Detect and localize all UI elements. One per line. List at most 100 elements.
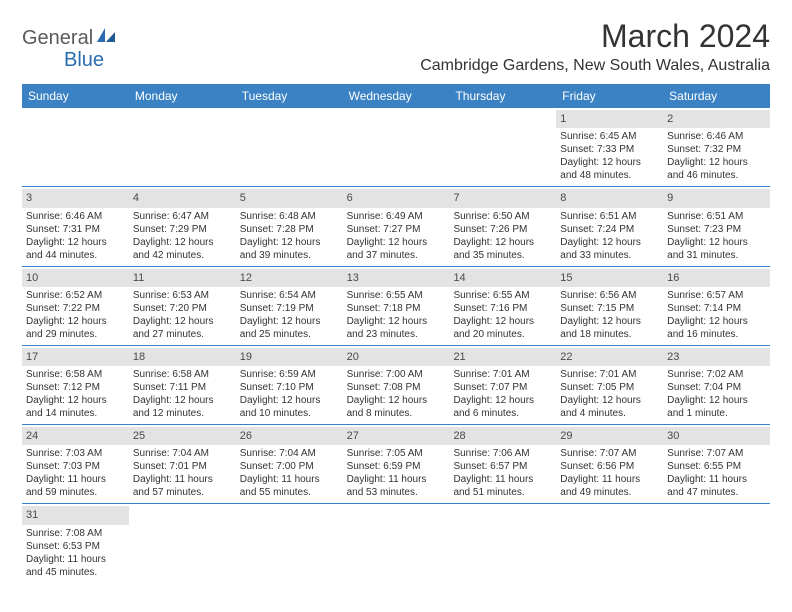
- calendar-empty-cell: [663, 504, 770, 582]
- sunset-text: Sunset: 7:10 PM: [240, 381, 339, 394]
- daylight-text: Daylight: 12 hours: [133, 315, 232, 328]
- day-number: 19: [236, 348, 343, 366]
- sunset-text: Sunset: 6:59 PM: [347, 460, 446, 473]
- sunset-text: Sunset: 7:11 PM: [133, 381, 232, 394]
- daylight-text: and 29 minutes.: [26, 328, 125, 341]
- daylight-text: Daylight: 11 hours: [133, 473, 232, 486]
- daylight-text: and 33 minutes.: [560, 249, 659, 262]
- daylight-text: and 46 minutes.: [667, 169, 766, 182]
- calendar-day-cell: 5Sunrise: 6:48 AMSunset: 7:28 PMDaylight…: [236, 187, 343, 265]
- calendar-day-cell: 6Sunrise: 6:49 AMSunset: 7:27 PMDaylight…: [343, 187, 450, 265]
- sunrise-text: Sunrise: 6:48 AM: [240, 210, 339, 223]
- calendar-week-row: 10Sunrise: 6:52 AMSunset: 7:22 PMDayligh…: [22, 267, 770, 346]
- calendar-day-cell: 24Sunrise: 7:03 AMSunset: 7:03 PMDayligh…: [22, 425, 129, 503]
- sunrise-text: Sunrise: 6:54 AM: [240, 289, 339, 302]
- calendar-week-row: 1Sunrise: 6:45 AMSunset: 7:33 PMDaylight…: [22, 108, 770, 187]
- sunrise-text: Sunrise: 6:46 AM: [667, 130, 766, 143]
- calendar-day-cell: 28Sunrise: 7:06 AMSunset: 6:57 PMDayligh…: [449, 425, 556, 503]
- calendar-day-cell: 2Sunrise: 6:46 AMSunset: 7:32 PMDaylight…: [663, 108, 770, 186]
- sunrise-text: Sunrise: 7:04 AM: [133, 447, 232, 460]
- sunset-text: Sunset: 7:03 PM: [26, 460, 125, 473]
- sunset-text: Sunset: 6:53 PM: [26, 540, 125, 553]
- calendar-day-cell: 30Sunrise: 7:07 AMSunset: 6:55 PMDayligh…: [663, 425, 770, 503]
- calendar-day-cell: 17Sunrise: 6:58 AMSunset: 7:12 PMDayligh…: [22, 346, 129, 424]
- sunrise-text: Sunrise: 7:08 AM: [26, 527, 125, 540]
- sunrise-text: Sunrise: 6:57 AM: [667, 289, 766, 302]
- day-number: 21: [449, 348, 556, 366]
- daylight-text: Daylight: 12 hours: [453, 236, 552, 249]
- day-number: 29: [556, 427, 663, 445]
- calendar-header-row: SundayMondayTuesdayWednesdayThursdayFrid…: [22, 84, 770, 108]
- daylight-text: and 53 minutes.: [347, 486, 446, 499]
- calendar-day-cell: 8Sunrise: 6:51 AMSunset: 7:24 PMDaylight…: [556, 187, 663, 265]
- daylight-text: Daylight: 12 hours: [667, 236, 766, 249]
- daylight-text: and 8 minutes.: [347, 407, 446, 420]
- sunset-text: Sunset: 7:33 PM: [560, 143, 659, 156]
- daylight-text: Daylight: 12 hours: [667, 156, 766, 169]
- day-number: 16: [663, 269, 770, 287]
- logo: General: [22, 26, 117, 51]
- daylight-text: and 1 minute.: [667, 407, 766, 420]
- daylight-text: and 16 minutes.: [667, 328, 766, 341]
- weekday-header: Sunday: [22, 84, 129, 108]
- calendar-day-cell: 29Sunrise: 7:07 AMSunset: 6:56 PMDayligh…: [556, 425, 663, 503]
- daylight-text: Daylight: 12 hours: [133, 394, 232, 407]
- weekday-header: Thursday: [449, 84, 556, 108]
- sunrise-text: Sunrise: 6:56 AM: [560, 289, 659, 302]
- sunset-text: Sunset: 7:26 PM: [453, 223, 552, 236]
- weekday-header: Wednesday: [343, 84, 450, 108]
- daylight-text: and 59 minutes.: [26, 486, 125, 499]
- sunset-text: Sunset: 7:15 PM: [560, 302, 659, 315]
- daylight-text: and 18 minutes.: [560, 328, 659, 341]
- daylight-text: and 10 minutes.: [240, 407, 339, 420]
- daylight-text: Daylight: 12 hours: [133, 236, 232, 249]
- sunset-text: Sunset: 7:16 PM: [453, 302, 552, 315]
- calendar-day-cell: 25Sunrise: 7:04 AMSunset: 7:01 PMDayligh…: [129, 425, 236, 503]
- sunrise-text: Sunrise: 7:04 AM: [240, 447, 339, 460]
- calendar-day-cell: 16Sunrise: 6:57 AMSunset: 7:14 PMDayligh…: [663, 267, 770, 345]
- calendar-day-cell: 12Sunrise: 6:54 AMSunset: 7:19 PMDayligh…: [236, 267, 343, 345]
- calendar: SundayMondayTuesdayWednesdayThursdayFrid…: [22, 84, 770, 583]
- daylight-text: and 49 minutes.: [560, 486, 659, 499]
- daylight-text: and 48 minutes.: [560, 169, 659, 182]
- sunset-text: Sunset: 7:07 PM: [453, 381, 552, 394]
- sunrise-text: Sunrise: 7:07 AM: [560, 447, 659, 460]
- sunset-text: Sunset: 7:27 PM: [347, 223, 446, 236]
- day-number: 8: [556, 189, 663, 207]
- daylight-text: Daylight: 12 hours: [26, 236, 125, 249]
- calendar-day-cell: 15Sunrise: 6:56 AMSunset: 7:15 PMDayligh…: [556, 267, 663, 345]
- sunrise-text: Sunrise: 6:58 AM: [133, 368, 232, 381]
- daylight-text: and 57 minutes.: [133, 486, 232, 499]
- sunset-text: Sunset: 7:32 PM: [667, 143, 766, 156]
- weekday-header: Tuesday: [236, 84, 343, 108]
- daylight-text: and 12 minutes.: [133, 407, 232, 420]
- sunset-text: Sunset: 7:01 PM: [133, 460, 232, 473]
- sunrise-text: Sunrise: 7:01 AM: [560, 368, 659, 381]
- sunset-text: Sunset: 7:23 PM: [667, 223, 766, 236]
- sunrise-text: Sunrise: 6:49 AM: [347, 210, 446, 223]
- sunrise-text: Sunrise: 7:00 AM: [347, 368, 446, 381]
- daylight-text: and 45 minutes.: [26, 566, 125, 579]
- sunrise-text: Sunrise: 6:53 AM: [133, 289, 232, 302]
- calendar-body: 1Sunrise: 6:45 AMSunset: 7:33 PMDaylight…: [22, 108, 770, 583]
- daylight-text: Daylight: 11 hours: [26, 553, 125, 566]
- calendar-empty-cell: [129, 108, 236, 186]
- sunrise-text: Sunrise: 6:55 AM: [347, 289, 446, 302]
- logo-sail-icon: [95, 26, 117, 49]
- daylight-text: and 6 minutes.: [453, 407, 552, 420]
- logo-text-blue: Blue: [64, 49, 104, 71]
- sunrise-text: Sunrise: 7:07 AM: [667, 447, 766, 460]
- day-number: 23: [663, 348, 770, 366]
- sunrise-text: Sunrise: 7:05 AM: [347, 447, 446, 460]
- daylight-text: and 44 minutes.: [26, 249, 125, 262]
- daylight-text: and 47 minutes.: [667, 486, 766, 499]
- calendar-empty-cell: [449, 504, 556, 582]
- sunset-text: Sunset: 7:05 PM: [560, 381, 659, 394]
- sunset-text: Sunset: 7:22 PM: [26, 302, 125, 315]
- calendar-empty-cell: [556, 504, 663, 582]
- day-number: 22: [556, 348, 663, 366]
- day-number: 9: [663, 189, 770, 207]
- day-number: 20: [343, 348, 450, 366]
- day-number: 1: [556, 110, 663, 128]
- daylight-text: Daylight: 12 hours: [560, 394, 659, 407]
